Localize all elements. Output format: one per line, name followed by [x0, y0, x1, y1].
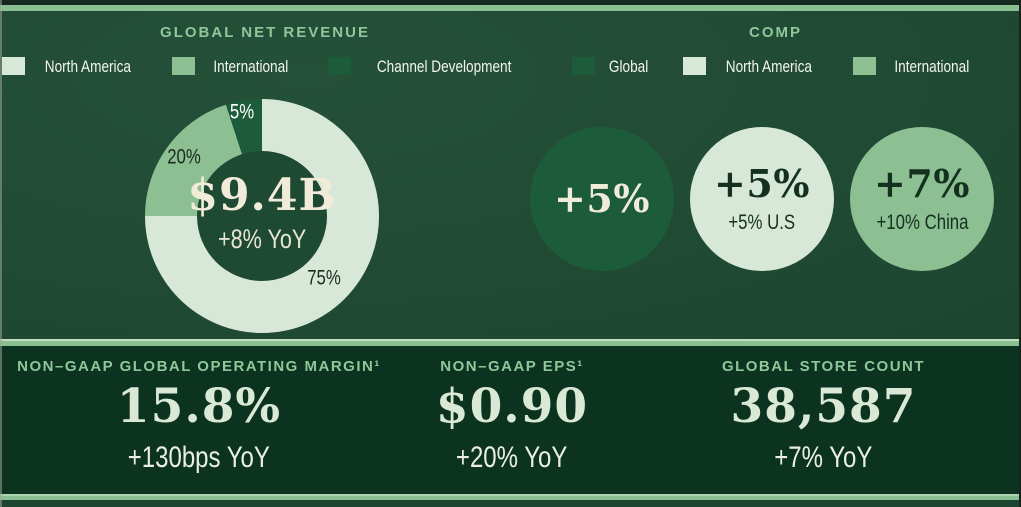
- metric-label: GLOBAL STORE COUNT: [721, 358, 926, 375]
- comp-circle-north-america: +5% +5% U.S: [690, 127, 834, 271]
- legend-item-north-america: North America: [683, 57, 823, 75]
- metric-operating-margin: NON–GAAP GLOBAL OPERATING MARGIN¹ 15.8% …: [0, 358, 398, 494]
- legend-swatch-global: [572, 57, 596, 75]
- kpi-section: NON–GAAP GLOBAL OPERATING MARGIN¹ 15.8% …: [0, 346, 1021, 494]
- metric-label: NON–GAAP GLOBAL OPERATING MARGIN¹: [17, 358, 381, 375]
- slice-label-north-america: 75%: [307, 266, 341, 290]
- legend-label: Global: [609, 56, 649, 76]
- revenue-yoy-delta: +8% YoY: [217, 223, 307, 254]
- top-accent-band: [0, 5, 1021, 11]
- legend-swatch-channel-development: [327, 57, 351, 75]
- comp-value-international: +7%: [874, 161, 970, 206]
- legend-label: Channel Development: [376, 56, 511, 76]
- revenue-panel: GLOBAL NET REVENUE North America Interna…: [0, 11, 530, 339]
- legend-swatch-north-america: [2, 57, 26, 75]
- legend-swatch-north-america: [683, 57, 707, 75]
- slice-label-channel-development: 5%: [229, 100, 255, 124]
- comp-circles: +5% +5% +5% U.S +7% +10% China: [530, 127, 1021, 271]
- metric-delta: +20% YoY: [456, 441, 568, 474]
- bottom-edge-strip: [0, 500, 1021, 507]
- donut-center: $9.4B +8% YoY: [187, 151, 336, 281]
- comp-circle-global: +5%: [530, 127, 674, 271]
- right-edge-line: [1019, 0, 1021, 507]
- metric-label: NON–GAAP EPS¹: [440, 358, 584, 375]
- revenue-title: GLOBAL NET REVENUE: [160, 24, 370, 41]
- legend-item-global: Global: [572, 57, 653, 75]
- legend-label: International: [213, 56, 289, 76]
- comp-sub-international: +10% China: [876, 211, 968, 234]
- comp-circle-international: +7% +10% China: [850, 127, 994, 271]
- metric-delta: +7% YoY: [774, 441, 873, 474]
- revenue-total-value: $9.4B: [187, 169, 337, 221]
- comp-title: COMP: [749, 24, 802, 41]
- comp-panel: COMP Global North America International …: [530, 11, 1021, 339]
- bottom-accent-band: [0, 494, 1021, 500]
- top-edge-strip: [0, 0, 1021, 5]
- slice-label-international: 20%: [167, 145, 201, 169]
- legend-item-international: International: [853, 57, 979, 75]
- legend-item-international: International: [171, 56, 298, 76]
- hero-section: GLOBAL NET REVENUE North America Interna…: [0, 11, 1021, 339]
- legend-item-channel-development: Channel Development: [327, 56, 528, 76]
- legend-label: International: [894, 56, 970, 76]
- comp-value-north-america: +5%: [714, 161, 810, 206]
- metric-value: $0.90: [435, 379, 589, 434]
- comp-value-global: +5%: [554, 176, 650, 221]
- comp-legend: Global North America International: [530, 57, 1021, 75]
- legend-swatch-international: [171, 57, 195, 75]
- metric-value: 38,587: [730, 379, 917, 434]
- metric-store-count: GLOBAL STORE COUNT 38,587 +7% YoY: [626, 358, 1021, 494]
- revenue-donut: $9.4B +8% YoY 75% 20% 5%: [145, 99, 379, 333]
- comp-sub-north-america: +5% U.S: [728, 211, 796, 234]
- left-edge-line: [0, 0, 2, 507]
- metric-eps: NON–GAAP EPS¹ $0.90 +20% YoY: [398, 358, 626, 494]
- legend-label: North America: [45, 56, 132, 76]
- revenue-legend: North America International Channel Deve…: [0, 57, 530, 75]
- metric-delta: +130bps YoY: [127, 441, 271, 474]
- section-divider-band: [0, 339, 1021, 346]
- legend-label: North America: [726, 56, 813, 76]
- metric-value: 15.8%: [116, 379, 282, 434]
- legend-swatch-international: [853, 57, 877, 75]
- legend-item-north-america: North America: [2, 57, 142, 75]
- revenue-donut-chart: $9.4B +8% YoY 75% 20% 5%: [145, 99, 379, 333]
